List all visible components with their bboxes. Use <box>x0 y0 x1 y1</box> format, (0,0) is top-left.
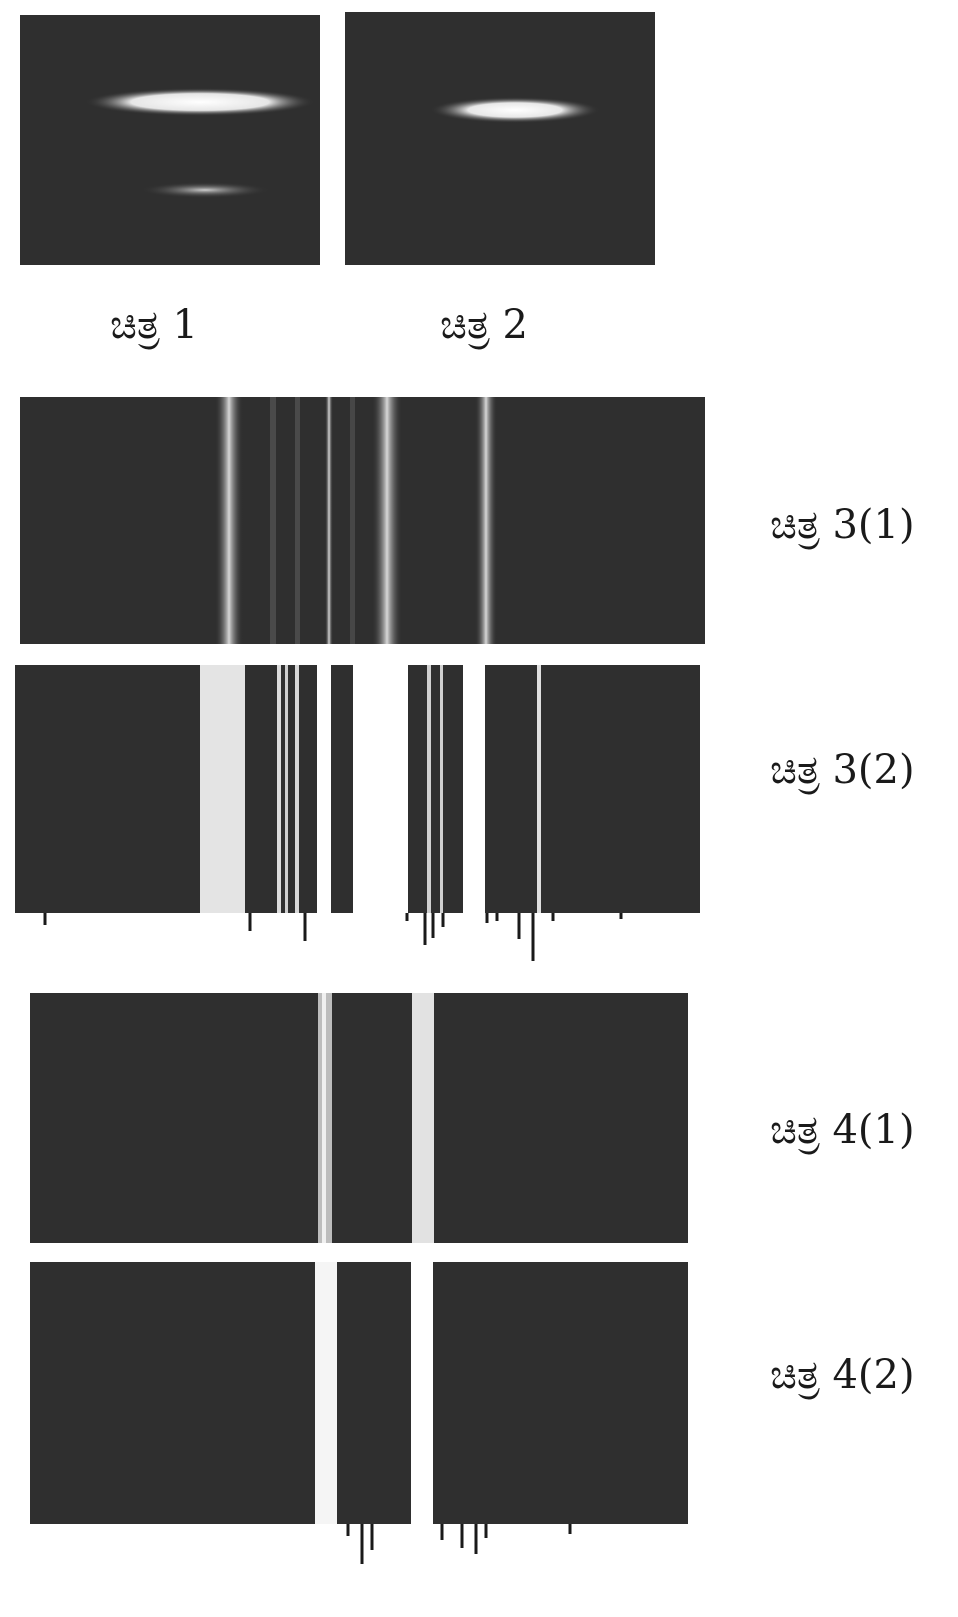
figure-4-1-caption: ಚಿತ್ರ 4(1) <box>770 1107 915 1153</box>
fig3-2-gap <box>353 665 408 913</box>
fig1-bright-streak <box>85 88 315 116</box>
fig4-1-line <box>322 993 326 1243</box>
figure-2-image <box>345 12 655 265</box>
fig3-1-line <box>215 397 243 644</box>
fig3-2-gap <box>463 665 485 913</box>
fig3-2-line <box>537 665 541 913</box>
fig3-1-line <box>475 397 497 644</box>
fig3-2-gap <box>317 665 331 913</box>
figure-3-2-image <box>15 665 700 913</box>
fig1-faint-streak <box>140 182 270 198</box>
figure-2-caption: ಚಿತ್ರ 2 <box>440 302 528 348</box>
fig3-1-line <box>350 397 355 644</box>
fig3-1-line <box>295 397 300 644</box>
fig3-2-line <box>427 665 431 913</box>
fig3-2-bright-band <box>200 665 245 913</box>
fig3-2-line <box>295 665 299 913</box>
figure-3-1-caption: ಚಿತ್ರ 3(1) <box>770 502 915 548</box>
figure-1-plate <box>20 15 320 265</box>
fig3-2-line <box>440 665 443 913</box>
figure-4-2-tick-marks <box>346 1524 572 1564</box>
figure-3-2-tick-marks <box>43 913 623 961</box>
figure-4-1-plate <box>30 993 688 1243</box>
figure-3-1-image <box>20 397 705 644</box>
figure-1-image <box>20 15 320 265</box>
figure-4-2-plate <box>30 1262 688 1524</box>
fig3-2-line <box>277 665 281 913</box>
figure-4-2-image <box>30 1262 688 1524</box>
figure-3-2-plate <box>15 665 700 913</box>
figure-4-1-image <box>30 993 688 1243</box>
figure-1-caption: ಚಿತ್ರ 1 <box>110 302 198 348</box>
fig2-bright-streak <box>430 97 600 123</box>
figure-4-2-caption: ಚಿತ್ರ 4(2) <box>770 1352 915 1398</box>
fig3-1-line <box>372 397 402 644</box>
fig4-2-gap <box>315 1262 337 1524</box>
figure-3-1-plate <box>20 397 705 644</box>
fig4-1-line <box>412 993 434 1243</box>
fig3-1-line <box>325 397 333 644</box>
figure-3-2-caption: ಚಿತ್ರ 3(2) <box>770 747 915 793</box>
fig4-2-gap <box>411 1262 433 1524</box>
fig3-1-line <box>270 397 276 644</box>
fig3-2-line <box>285 665 288 913</box>
figure-2-plate <box>345 12 655 265</box>
